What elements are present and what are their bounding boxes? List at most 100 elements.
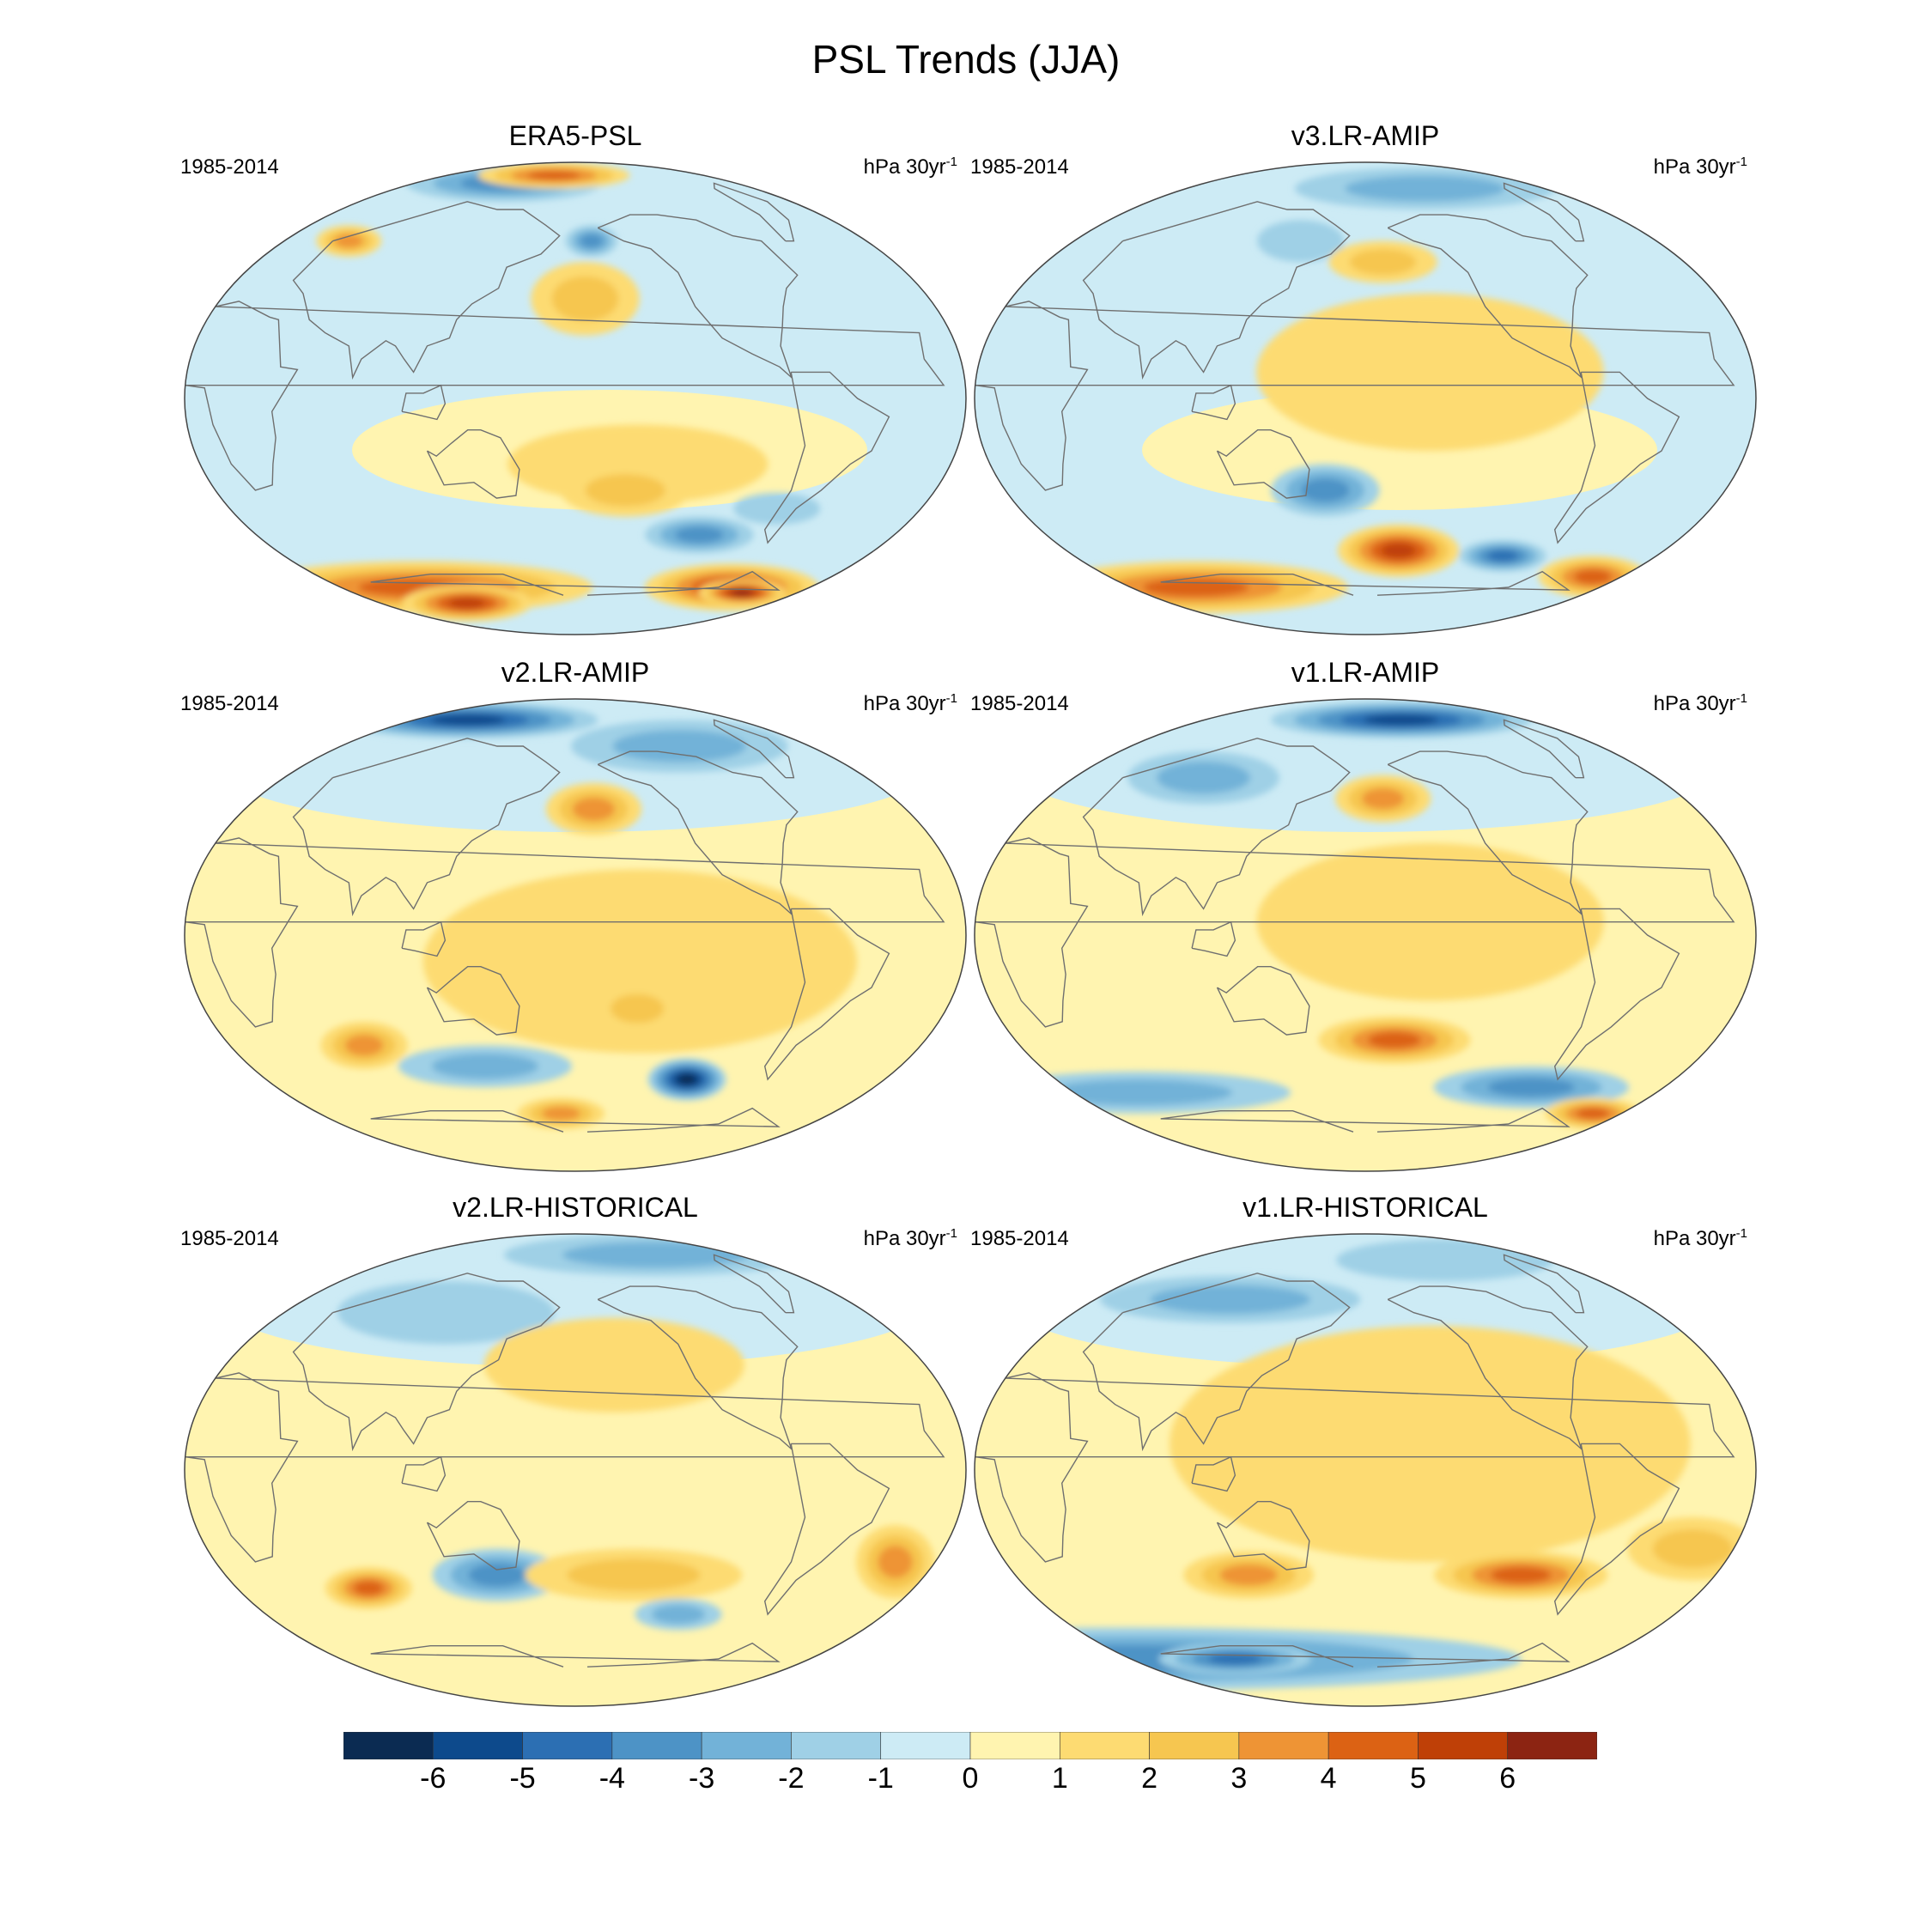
trend-contour [448,598,486,609]
coastline [763,908,890,1081]
coastline [713,182,795,242]
map-panel-v2-amip: v2.LR-AMIP 1985-2014 hPa 30yr-1 [180,657,970,1172]
figure-title: PSL Trends (JJA) [811,37,1121,82]
coastline [597,214,799,380]
colorbar-swatch [432,1732,523,1759]
trend-contour [344,1035,384,1056]
trend-contour [1368,1031,1421,1048]
units-label: hPa 30yr-1 [1653,1226,1747,1250]
map-border [184,698,967,1172]
colorbar-tick-label: 4 [1320,1762,1337,1795]
panel-title: v1.LR-AMIP [1291,657,1440,688]
colorbar-tick-label: 6 [1499,1762,1516,1795]
colorbar-swatch [1059,1732,1150,1759]
colorbar-swatch [1327,1732,1419,1759]
coastline [370,1107,781,1133]
colorbar-swatch [343,1732,434,1759]
coastline [1553,371,1680,544]
trend-contour [1143,578,1249,597]
coastline [1387,214,1589,380]
trend-contour [468,1563,527,1587]
map-panel-v1-historical: v1.LR-HISTORICAL 1985-2014 hPa 30yr-1 [970,1192,1760,1707]
colorbar-tick-label: -6 [420,1762,447,1795]
coastline [1082,1273,1351,1452]
trend-contour [580,234,604,248]
coastline [292,738,561,917]
trend-contour [675,526,724,544]
units-label: hPa 30yr-1 [863,691,957,715]
trend-contour [677,1074,697,1084]
coastline [1216,429,1310,499]
colorbar-swatch [1418,1732,1509,1759]
coastline [1387,1285,1589,1451]
coastline [1503,719,1585,779]
coastline [185,1372,945,1563]
trend-contour [1257,220,1345,263]
colorbar-swatch [611,1732,702,1759]
colorbar-swatch [522,1732,613,1759]
coastline [1503,182,1585,242]
coastline [426,1501,520,1571]
period-label: 1985-2014 [180,692,279,715]
trend-contour [572,797,616,821]
trend-contour [612,730,747,762]
map-border [974,698,1757,1172]
period-label: 1985-2014 [970,155,1069,179]
coastline [426,966,520,1036]
trend-contour [651,1604,706,1625]
coastline [1082,738,1351,917]
colorbar-swatch [701,1732,792,1759]
trend-contour [1345,175,1505,202]
units-label: hPa 30yr-1 [863,155,957,179]
trend-contour [1219,1564,1278,1586]
period-label: 1985-2014 [180,155,279,179]
map-panel-era5: ERA5-PSL 1985-2014 hPa 30yr-1 [180,120,970,635]
trend-contour [483,1317,744,1413]
period-label: 1985-2014 [970,1227,1069,1250]
trend-contour [1652,1529,1733,1569]
psl-trend-map [184,1233,967,1707]
psl-trend-map [974,698,1757,1172]
coastline [292,1273,561,1452]
map-border [974,161,1757,635]
map-panel-v2-historical: v2.LR-HISTORICAL 1985-2014 hPa 30yr-1 [180,1192,970,1707]
panel-title: v3.LR-AMIP [1291,120,1440,151]
colorbar-swatch [1149,1732,1240,1759]
trend-contour [1576,1108,1610,1120]
coastline [1191,384,1236,421]
coastline [370,570,781,596]
trend-contour [1150,1285,1310,1315]
period-label: 1985-2014 [180,1227,279,1250]
trend-contour [353,1580,384,1596]
colorbar [343,1732,1597,1759]
map-border [184,1233,967,1707]
map-panel-v3-amip: v3.LR-AMIP 1985-2014 hPa 30yr-1 [970,120,1760,635]
trend-contour [1487,550,1518,562]
trend-contour [1301,478,1350,502]
coastline [597,1285,799,1451]
panel-title: v1.LR-HISTORICAL [1242,1192,1488,1223]
coastline [1553,1443,1680,1616]
panel-title: ERA5-PSL [508,120,642,151]
colorbar-tick-label: -5 [509,1762,536,1795]
colorbar-tick-label: 2 [1141,1762,1158,1795]
trend-contour [1364,714,1439,726]
colorbar-tick-label: -3 [689,1762,715,1795]
units-label: hPa 30yr-1 [1653,155,1747,179]
trend-contour [527,170,580,180]
coastline [763,1443,890,1616]
coastline [975,1372,1735,1563]
panel-title: v2.LR-AMIP [501,657,650,688]
map-panel-v1-amip: v1.LR-AMIP 1985-2014 hPa 30yr-1 [970,657,1760,1172]
coastline [763,371,890,544]
coastline [1387,750,1589,916]
trend-contour [334,234,364,248]
psl-trend-map [974,161,1757,635]
coastline [1082,201,1351,380]
coastline [1191,920,1236,957]
trend-contour [1157,761,1251,794]
colorbar-tick-label: -1 [867,1762,894,1795]
panel-title: v2.LR-HISTORICAL [453,1192,698,1223]
coastline [713,1254,795,1314]
trend-contour [1256,293,1604,452]
